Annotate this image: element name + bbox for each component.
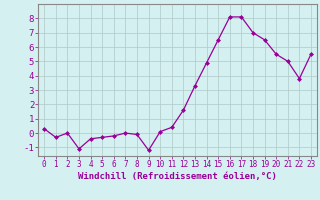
X-axis label: Windchill (Refroidissement éolien,°C): Windchill (Refroidissement éolien,°C) (78, 172, 277, 181)
